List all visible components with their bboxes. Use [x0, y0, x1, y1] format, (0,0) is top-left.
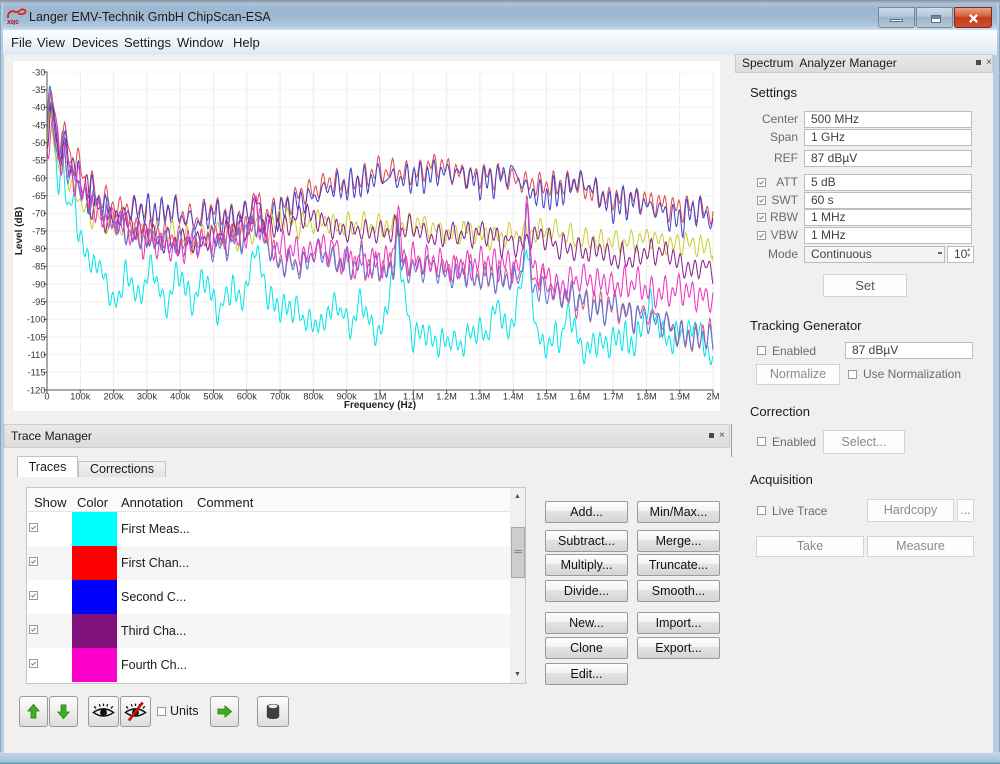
svg-text:-60: -60	[32, 173, 45, 183]
svg-text:1.5M: 1.5M	[536, 392, 557, 402]
svg-text:-35: -35	[32, 85, 45, 95]
svg-text:-105: -105	[27, 332, 46, 342]
svg-text:-80: -80	[32, 244, 45, 254]
svg-text:800k: 800k	[303, 392, 324, 402]
svg-text:-120: -120	[27, 385, 46, 395]
svg-text:200k: 200k	[104, 392, 125, 402]
svg-text:-55: -55	[32, 156, 45, 166]
svg-text:-30: -30	[32, 67, 45, 77]
svg-text:-100: -100	[27, 315, 46, 325]
svg-text:2M: 2M	[707, 392, 720, 402]
svg-text:600k: 600k	[237, 392, 258, 402]
svg-text:-75: -75	[32, 226, 45, 236]
svg-text:1.7M: 1.7M	[603, 392, 624, 402]
svg-text:Level (dB): Level (dB)	[14, 207, 25, 255]
svg-text:400k: 400k	[170, 392, 191, 402]
svg-text:1.2M: 1.2M	[436, 392, 457, 402]
svg-text:300k: 300k	[137, 392, 158, 402]
svg-text:-70: -70	[32, 209, 45, 219]
svg-text:-45: -45	[32, 120, 45, 130]
svg-text:-95: -95	[32, 297, 45, 307]
svg-text:500k: 500k	[203, 392, 224, 402]
svg-text:-90: -90	[32, 279, 45, 289]
svg-text:xqc: xqc	[7, 19, 19, 25]
svg-text:0: 0	[44, 392, 49, 402]
svg-text:1.4M: 1.4M	[503, 392, 524, 402]
svg-text:1.3M: 1.3M	[470, 392, 491, 402]
svg-text:-115: -115	[28, 368, 46, 378]
svg-text:Frequency (Hz): Frequency (Hz)	[344, 400, 416, 411]
svg-text:-50: -50	[32, 138, 45, 148]
svg-text:900k: 900k	[337, 392, 358, 402]
svg-text:1.1M: 1.1M	[403, 392, 424, 402]
svg-text:1.8M: 1.8M	[636, 392, 657, 402]
svg-text:-40: -40	[32, 103, 45, 113]
svg-text:-65: -65	[32, 191, 45, 201]
svg-text:-85: -85	[32, 262, 45, 272]
svg-text:-110: -110	[28, 350, 46, 360]
svg-text:1.6M: 1.6M	[569, 392, 590, 402]
svg-text:1M: 1M	[374, 392, 387, 402]
svg-text:700k: 700k	[270, 392, 291, 402]
svg-text:1.9M: 1.9M	[669, 392, 690, 402]
svg-text:100k: 100k	[70, 392, 91, 402]
